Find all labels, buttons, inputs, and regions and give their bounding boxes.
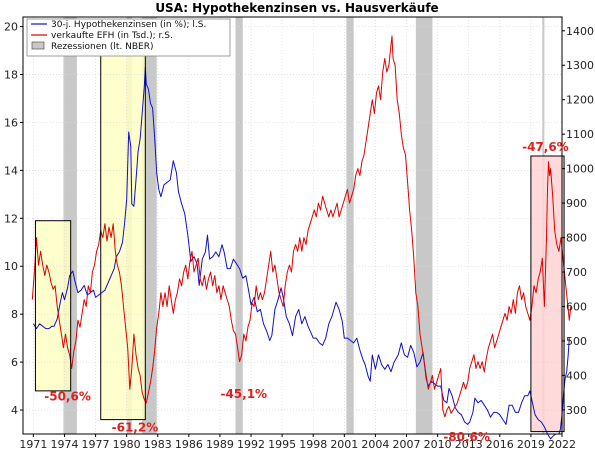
annotations: -50,6% -61,2% -45,1% -80,6% -47,6% xyxy=(44,140,568,444)
recession-band xyxy=(346,17,354,434)
x-tick-label: 1995 xyxy=(268,438,296,450)
legend-label: 30-j. Hypothekenzinsen (in %); l.S. xyxy=(51,20,206,30)
legend-swatch xyxy=(31,41,45,50)
x-tick-label: 1983 xyxy=(144,438,172,450)
y-right-tick-label: 600 xyxy=(566,300,587,313)
annotation-label: -80,6% xyxy=(443,430,490,444)
x-tick-label: 1974 xyxy=(50,438,78,450)
y-left-tick-label: 16 xyxy=(4,116,18,129)
highlight-frame xyxy=(34,220,72,392)
y-right-tick-label: 1100 xyxy=(566,128,594,141)
y-left-tick-label: 20 xyxy=(4,21,18,34)
x-tick-label: 1980 xyxy=(113,438,141,450)
axes: 4 6 8 10 12 14 16 18 20 300 400 500 600 700 800 900 1000… xyxy=(4,16,594,450)
plot-border xyxy=(22,16,563,435)
x-tick-label: 1977 xyxy=(82,438,110,450)
x-tick-label: 1986 xyxy=(175,438,203,450)
y-right-tick-label: 1400 xyxy=(566,25,594,38)
y-right-tick-label: 700 xyxy=(566,266,587,279)
y-right-tick-label: 400 xyxy=(566,369,587,382)
x-tick-label: 2007 xyxy=(393,438,421,450)
y-left-tick-label: 8 xyxy=(11,308,18,321)
y-right-tick-label: 1000 xyxy=(566,163,594,176)
x-tick-label: 2013 xyxy=(455,438,483,450)
x-tick-label: 2016 xyxy=(486,438,514,450)
legend-label: verkaufte EFH (in Tsd.); r.S. xyxy=(51,31,173,41)
x-tick-label: 2004 xyxy=(361,438,389,450)
y-right-tick-label: 900 xyxy=(566,197,587,210)
y-right-tick-label: 300 xyxy=(566,404,587,417)
y-right-tick-label: 800 xyxy=(566,232,587,245)
x-tick-label: 2022 xyxy=(548,438,576,450)
highlight-frame xyxy=(530,155,565,433)
annotation-label: -45,1% xyxy=(220,387,267,401)
x-tick-label: 2001 xyxy=(330,438,358,450)
x-tick-label: 1992 xyxy=(237,438,265,450)
y-left-tick-label: 12 xyxy=(4,212,18,225)
y-left-tick-label: 14 xyxy=(4,164,18,177)
y-left-tick-label: 10 xyxy=(4,260,18,273)
chart-title: USA: Hypothekenzinsen vs. Hausverkäufe xyxy=(155,1,438,15)
legend-label: Rezessionen (lt. NBER) xyxy=(51,42,153,52)
x-tick-label: 1998 xyxy=(299,438,327,450)
annotation-label: -61,2% xyxy=(112,421,159,435)
x-tick-label: 2019 xyxy=(517,438,545,450)
series-line-home-sales xyxy=(31,35,572,418)
annotation-label: -47,6% xyxy=(522,140,569,154)
x-tick-label: 2010 xyxy=(424,438,452,450)
x-tick-label: 1971 xyxy=(19,438,47,450)
recession-band xyxy=(235,17,243,434)
x-tick-label: 1989 xyxy=(206,438,234,450)
y-right-tick-label: 1200 xyxy=(566,94,594,107)
y-right-tick-label: 1300 xyxy=(566,59,594,72)
recession-band xyxy=(415,17,433,434)
y-right-tick-label: 500 xyxy=(566,335,587,348)
series-line-mortgage-rate xyxy=(32,66,570,440)
y-left-tick-label: 6 xyxy=(11,356,18,369)
y-left-tick-label: 18 xyxy=(4,69,18,82)
legend-box xyxy=(26,18,231,57)
series-lines xyxy=(31,35,572,440)
annotation-label: -50,6% xyxy=(44,389,91,403)
highlight-box xyxy=(35,220,71,391)
legend: 30-j. Hypothekenzinsen (in %); l.S.verka… xyxy=(26,18,231,57)
y-left-tick-label: 4 xyxy=(11,404,18,417)
